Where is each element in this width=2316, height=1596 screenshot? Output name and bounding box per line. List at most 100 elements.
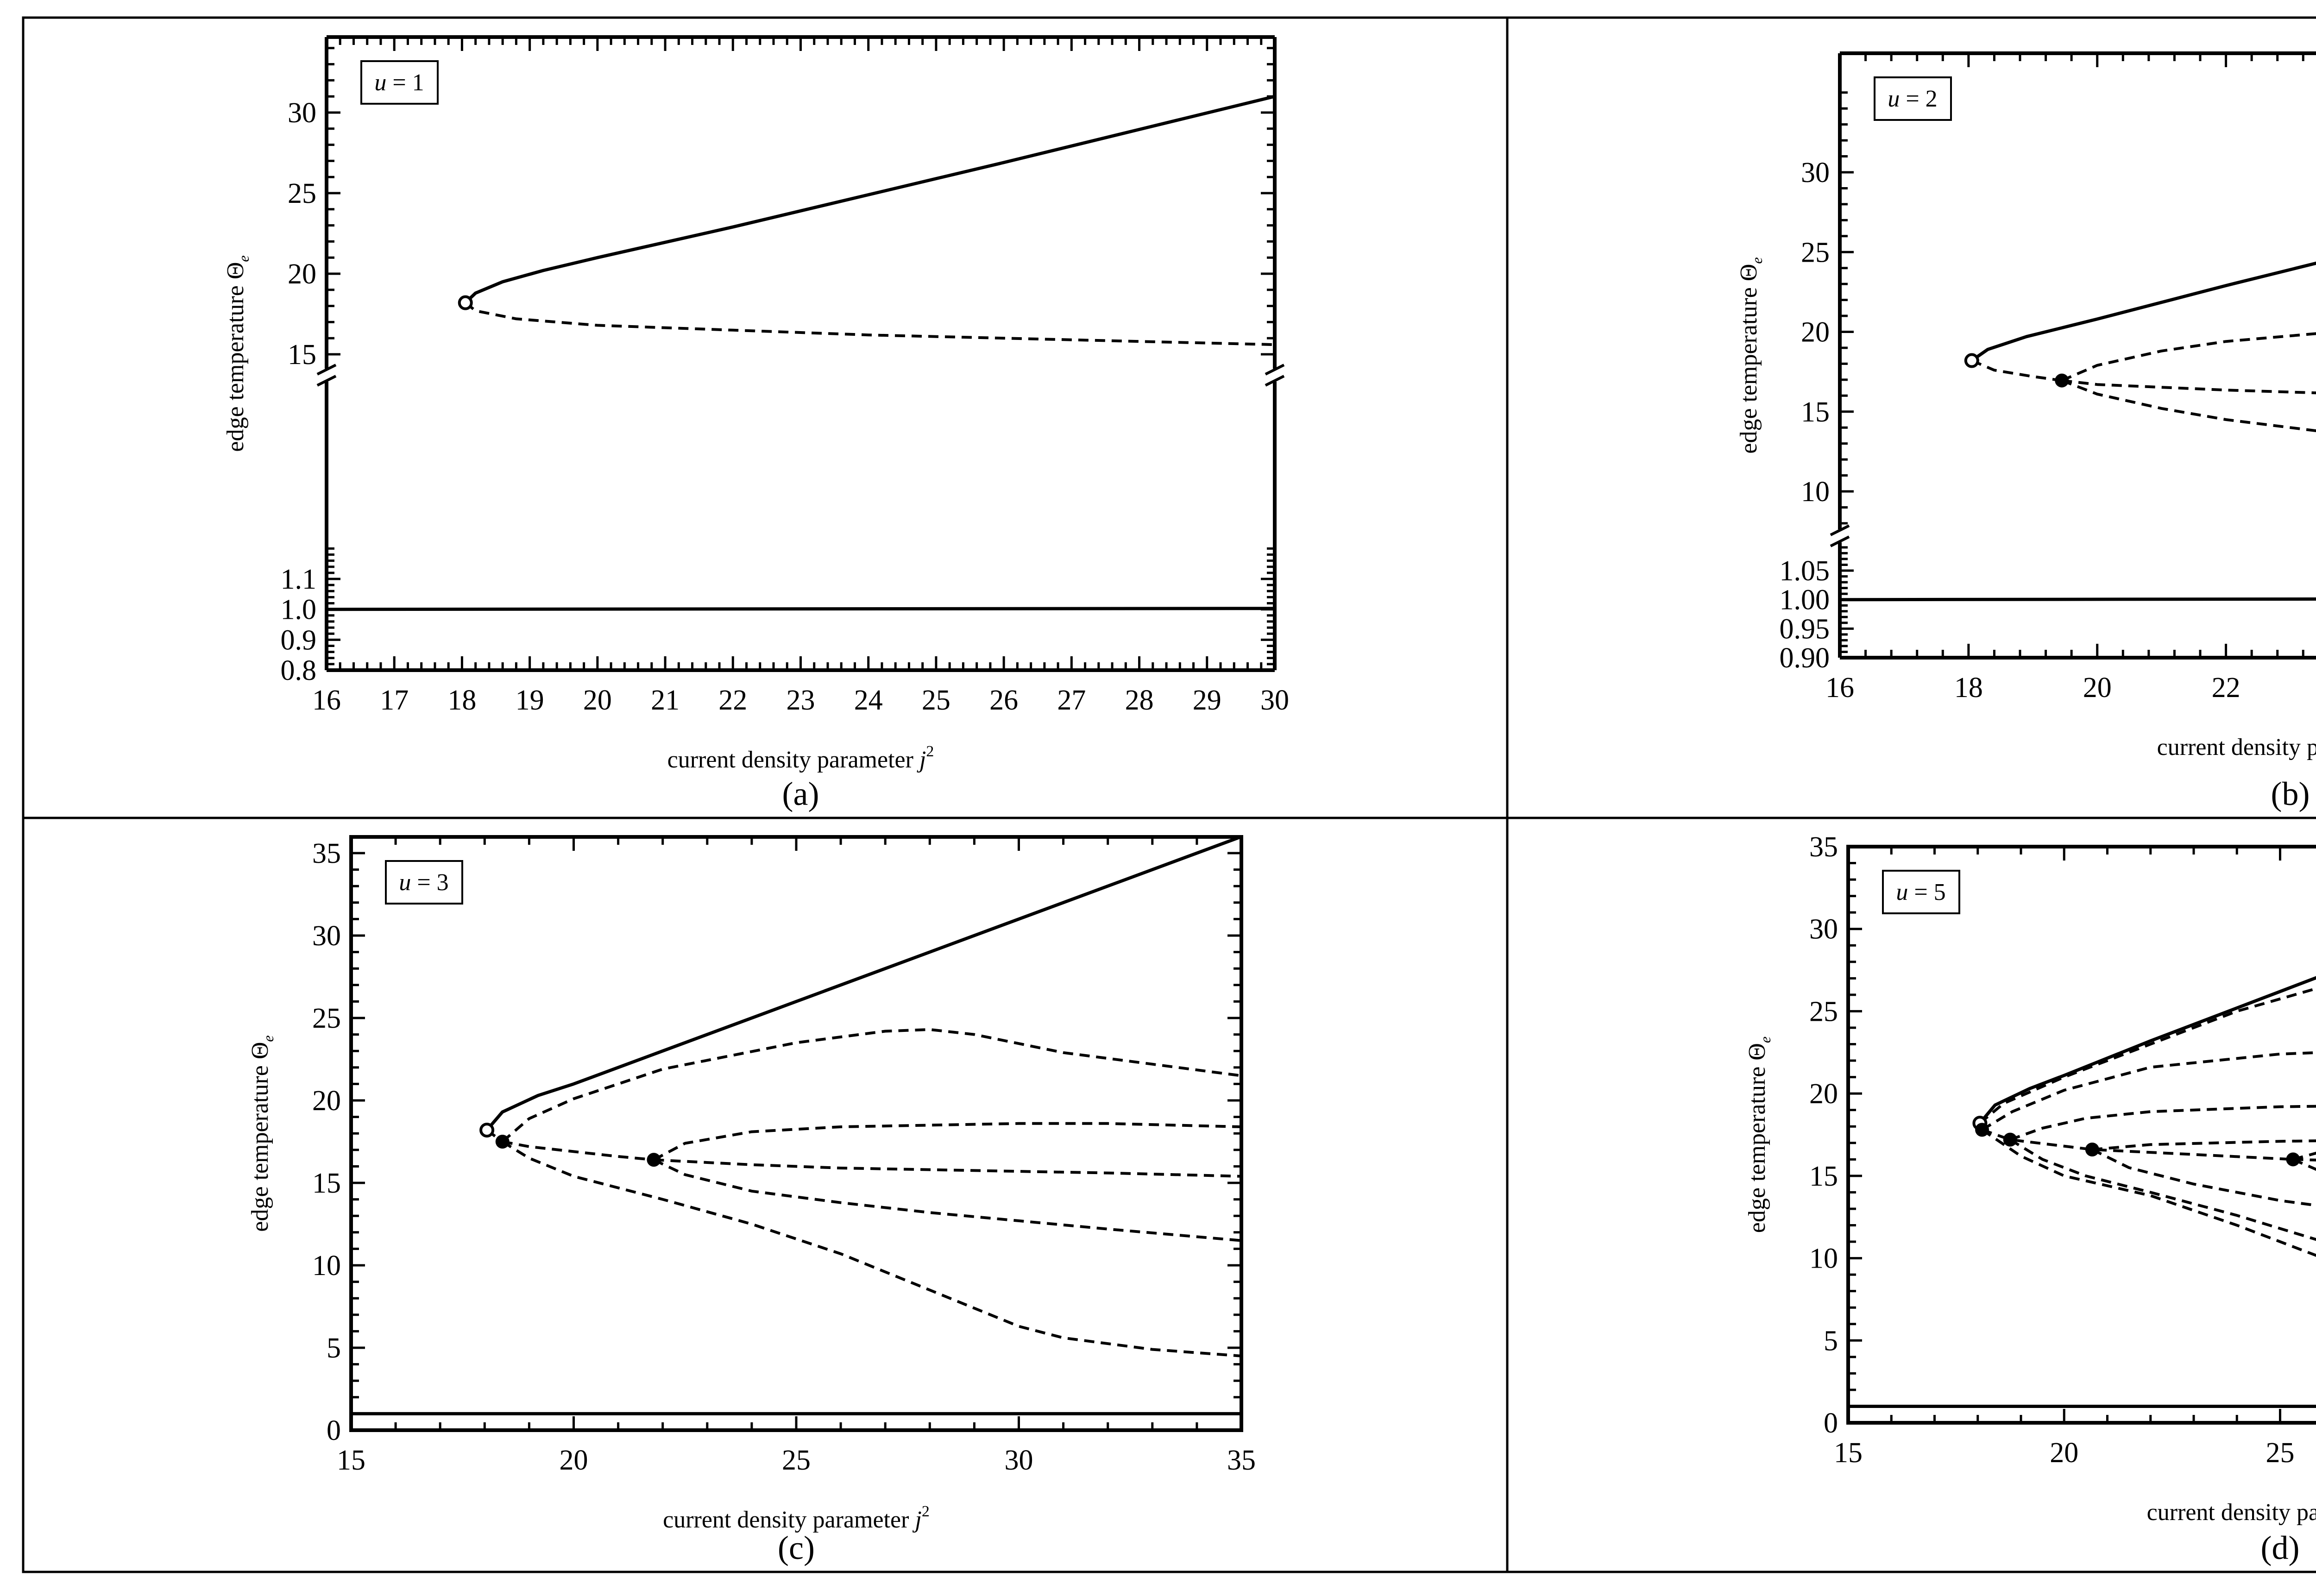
y-tick-label: 25 (312, 1003, 341, 1034)
y-axis-title-sub: e (1749, 257, 1765, 264)
bifurcation-filled-marker (2085, 1142, 2099, 1156)
bifurcation-filled-marker (2286, 1152, 2300, 1167)
y-tick-label: 20 (1801, 317, 1830, 348)
parameter-label-box: u = 3 (385, 860, 463, 905)
y-axis-title: edge temperature Θe (222, 255, 252, 452)
x-tick-label: 35 (1227, 1445, 1256, 1476)
x-axis-title-sup: 2 (926, 743, 934, 760)
dashed-curve (502, 1140, 654, 1162)
parameter-label-frame (1874, 76, 1952, 121)
x-tick-label: 22 (718, 685, 747, 716)
solid-curve (1840, 597, 2316, 602)
x-tick-label: 17 (380, 685, 409, 716)
x-tick-label: 25 (2266, 1437, 2295, 1469)
y-tick-label: 0.95 (1780, 613, 1830, 645)
y-axis-title-text: edge temperature (1736, 281, 1762, 453)
y-axis-title-sub: e (260, 1035, 277, 1042)
x-axis-title-var: j (912, 1507, 921, 1533)
x-tick-label: 27 (1057, 685, 1086, 716)
parameter-label-box: u = 5 (1882, 870, 1960, 914)
bifurcation-filled-marker (495, 1135, 510, 1149)
panel-b: 161820222426283010152025300.900.951.001.… (1736, 51, 2316, 812)
axis-break-mark (316, 364, 337, 376)
y-axis-title-text: edge temperature (222, 279, 249, 452)
y-tick-label: 30 (1809, 914, 1838, 945)
x-axis-title-sup: 2 (922, 1503, 930, 1520)
x-axis-title: current density parameter j2 (2157, 730, 2316, 760)
solid-curve (1970, 261, 2316, 362)
dashed-curve (1982, 1128, 2293, 1161)
x-tick-label: 30 (1260, 685, 1289, 716)
y-axis-title-text: edge temperature (1744, 1061, 1770, 1233)
y-tick-label: 1.05 (1780, 555, 1830, 587)
data-series (1848, 976, 2316, 1408)
data-series (327, 94, 1275, 611)
axis-break-mark (316, 375, 337, 387)
bifurcation-filled-marker (2003, 1132, 2017, 1147)
y-tick-label: 5 (327, 1332, 341, 1364)
y-tick-label: 0.9 (281, 624, 317, 656)
y-axis-title-var: Θ (1736, 264, 1762, 282)
y-tick-label: 15 (312, 1168, 341, 1199)
dashed-curve (464, 302, 1275, 346)
y-axis-title: edge temperature Θe (1744, 1037, 1774, 1233)
plot-area: 161820222426283010152025300.900.951.001.… (1736, 51, 2316, 760)
y-tick-label: 1.1 (281, 564, 317, 595)
y-tick-label: 10 (1801, 476, 1830, 508)
panel-a: 16 17 18 19 20 21 22 23 24 25 26 27 28 29 30 15 20 25 30 0.… (222, 35, 1289, 812)
x-tick-label: 20 (560, 1445, 588, 1476)
parameter-label: u = 3 (399, 869, 448, 896)
plot-area: 15 20 25 30 35 0 5 10 15 20 25 30 35 current density … (247, 835, 1256, 1533)
x-tick-label: 24 (854, 685, 883, 716)
bifurcation-open-marker (458, 295, 473, 310)
y-tick-label: 10 (312, 1250, 341, 1282)
y-axis-title-sub: e (1757, 1037, 1774, 1043)
x-tick-label: 18 (1954, 672, 1983, 704)
x-axis-title: current density parameter j2 (2147, 1495, 2316, 1526)
dashed-curve (502, 1140, 1241, 1357)
parameter-label: u = 2 (1888, 86, 1937, 112)
y-tick-label: 20 (1809, 1078, 1838, 1110)
parameter-label-box: u = 1 (360, 60, 439, 105)
panel-caption: (b) (2271, 775, 2310, 812)
plot-area: 16 17 18 19 20 21 22 23 24 25 26 27 28 29 30 15 20 25 30 0.… (222, 35, 1289, 773)
x-tick-label: 25 (922, 685, 950, 716)
x-tick-label: 26 (989, 685, 1018, 716)
bifurcation-filled-marker (2055, 373, 2069, 388)
x-axis-title: current density parameter j2 (667, 743, 934, 773)
parameter-label-box: u = 2 (1874, 76, 1952, 121)
x-tick-label: 30 (1005, 1445, 1033, 1476)
y-tick-label: 30 (1801, 157, 1830, 189)
bifurcation-filled-marker (647, 1153, 661, 1167)
y-tick-label: 10 (1809, 1243, 1838, 1275)
dashed-curve (653, 1158, 1241, 1242)
x-tick-label: 29 (1193, 685, 1221, 716)
y-tick-label: 5 (1824, 1325, 1838, 1357)
x-tick-label: 20 (2083, 672, 2112, 704)
y-tick-label: 25 (1801, 237, 1830, 268)
data-series (351, 837, 1241, 1415)
axes: 16 17 18 19 20 21 22 23 24 25 26 27 28 29 30 15 20 25 30 0.… (222, 35, 1289, 773)
panel-c: 15 20 25 30 35 0 5 10 15 20 25 30 35 current density … (247, 835, 1256, 1566)
dashed-curve (2061, 379, 2316, 395)
panel-grid-borders (22, 16, 2316, 1573)
dashed-curve (2061, 332, 2316, 382)
y-axis-title-var: Θ (1744, 1043, 1770, 1061)
parameter-label-frame (360, 60, 439, 105)
y-tick-label: 1.0 (281, 594, 317, 626)
x-tick-label: 20 (583, 685, 612, 716)
x-tick-label: 16 (312, 685, 341, 716)
x-axis-title-text: current density parameter (2157, 734, 2316, 760)
bifurcation-filled-marker (1975, 1123, 1989, 1137)
axes: 161820222426283010152025300.900.951.001.… (1736, 51, 2316, 760)
x-axis-title: current density parameter j2 (663, 1503, 930, 1533)
panel-caption: (d) (2261, 1529, 2300, 1566)
dashed-curve (501, 1028, 1241, 1143)
y-tick-label: 15 (288, 339, 316, 371)
x-tick-label: 22 (2212, 672, 2240, 704)
y-tick-label: 1.00 (1780, 584, 1830, 616)
y-tick-label: 30 (312, 920, 341, 952)
